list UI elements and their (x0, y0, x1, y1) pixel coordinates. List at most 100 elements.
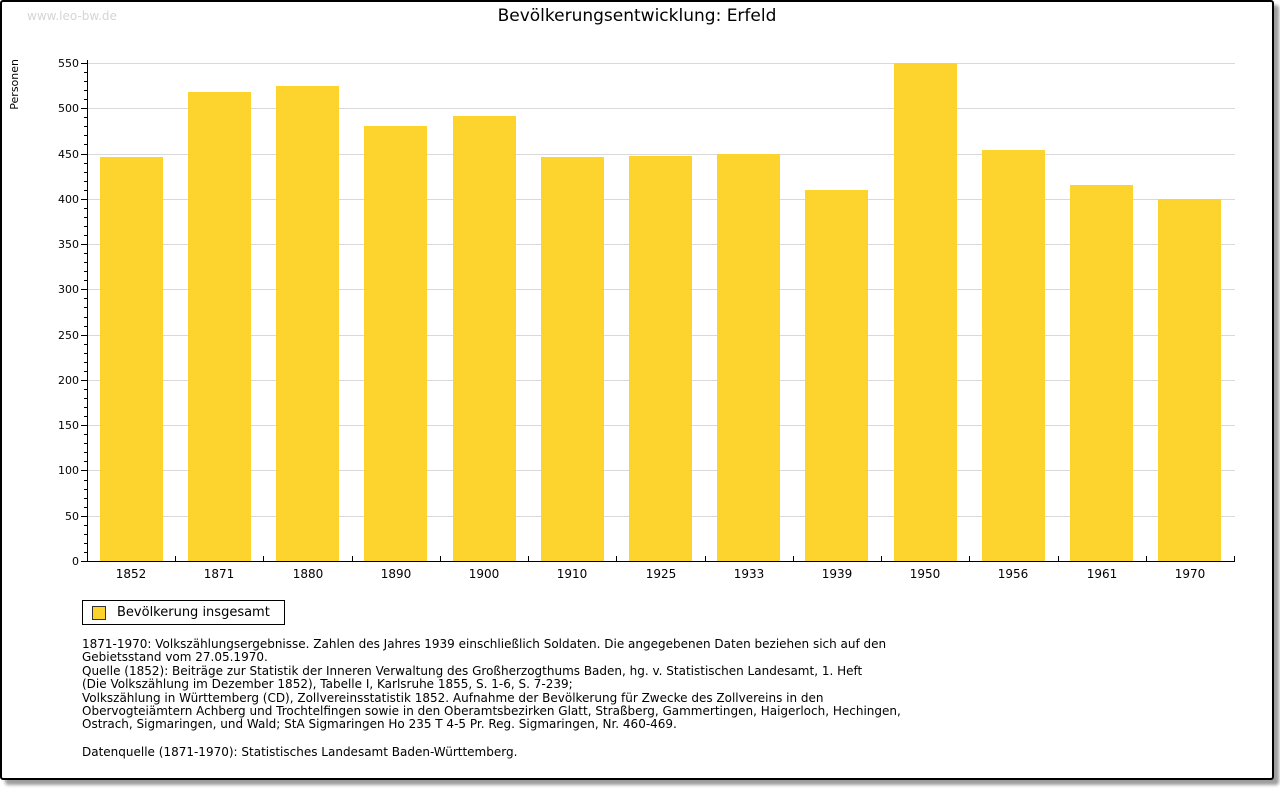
x-boundary-tick (1146, 556, 1147, 561)
bar-1900 (453, 116, 516, 561)
y-tick-label: 100 (58, 464, 79, 477)
footnote-line: Quelle (1852): Beiträge zur Statistik de… (82, 663, 863, 678)
y-tick-60 (84, 507, 87, 508)
page-title: Bevölkerungsentwicklung: Erfeld (497, 6, 777, 26)
bar-1925 (629, 156, 692, 561)
x-tick-label-1961: 1961 (1086, 567, 1118, 581)
x-boundary-tick (705, 556, 706, 561)
y-tick-400 (81, 199, 87, 200)
bar-1880 (276, 86, 339, 561)
y-tick-30 (84, 534, 87, 535)
x-tick-label-1956: 1956 (997, 567, 1029, 581)
footnotes: 1871-1970: Volkszählungsergebnisse. Zahl… (82, 637, 1212, 732)
y-tick-50 (81, 516, 87, 517)
bar-1890 (364, 126, 427, 561)
x-tick-label-1852: 1852 (115, 567, 147, 581)
y-tick-220 (84, 362, 87, 363)
y-tick-110 (84, 461, 87, 462)
y-tick-310 (84, 280, 87, 281)
y-tick-10 (84, 552, 87, 553)
footnote-line: (Die Volkszählung im Dezember 1852), Tab… (82, 677, 573, 692)
x-axis-line (87, 561, 1235, 562)
y-tick-label: 200 (58, 374, 79, 387)
y-tick-300 (81, 289, 87, 290)
y-tick-160 (84, 416, 87, 417)
x-boundary-tick (352, 556, 353, 561)
y-tick-520 (84, 90, 87, 91)
bar-1871 (188, 92, 251, 561)
x-boundary-tick (793, 556, 794, 561)
y-tick-label: 50 (65, 510, 79, 523)
y-tick-230 (84, 353, 87, 354)
y-tick-190 (84, 389, 87, 390)
y-tick-350 (81, 244, 87, 245)
y-tick-480 (84, 126, 87, 127)
x-boundary-tick (616, 556, 617, 561)
y-tick-label: 500 (58, 102, 79, 115)
x-boundary-tick (87, 556, 88, 561)
x-boundary-tick (528, 556, 529, 561)
y-tick-label: 350 (58, 238, 79, 251)
y-tick-280 (84, 307, 87, 308)
gridline-500 (88, 108, 1235, 109)
y-tick-120 (84, 452, 87, 453)
y-tick-20 (84, 543, 87, 544)
x-boundary-tick (1058, 556, 1059, 561)
x-tick-label-1910: 1910 (556, 567, 588, 581)
y-tick-390 (84, 208, 87, 209)
y-tick-80 (84, 489, 87, 490)
bar-1852 (100, 157, 163, 561)
y-tick-260 (84, 326, 87, 327)
y-tick-450 (81, 154, 87, 155)
y-tick-label: 400 (58, 193, 79, 206)
footnote-line: Volkszählung in Württemberg (CD), Zollve… (82, 690, 824, 705)
y-tick-270 (84, 317, 87, 318)
y-tick-460 (84, 144, 87, 145)
watermark: www.leo-bw.de (27, 9, 117, 23)
y-tick-label: 300 (58, 283, 79, 296)
y-tick-70 (84, 498, 87, 499)
y-tick-170 (84, 407, 87, 408)
datasource-line: Datenquelle (1871-1970): Statistisches L… (82, 745, 518, 759)
x-tick-label-1880: 1880 (292, 567, 324, 581)
y-tick-210 (84, 371, 87, 372)
x-boundary-tick (881, 556, 882, 561)
y-tick-490 (84, 117, 87, 118)
bar-1950 (894, 63, 957, 561)
gridline-450 (88, 154, 1235, 155)
y-tick-530 (84, 81, 87, 82)
footnote-line: Gebietsstand vom 27.05.1970. (82, 650, 268, 665)
y-tick-0 (81, 561, 87, 562)
y-tick-380 (84, 217, 87, 218)
x-tick-label-1933: 1933 (733, 567, 765, 581)
y-tick-550 (81, 63, 87, 64)
y-tick-label: 550 (58, 57, 79, 70)
y-tick-130 (84, 443, 87, 444)
bar-1939 (805, 190, 868, 561)
y-tick-label: 0 (72, 555, 79, 568)
y-tick-140 (84, 434, 87, 435)
legend-swatch-icon (92, 605, 106, 620)
y-tick-510 (84, 99, 87, 100)
y-tick-420 (84, 181, 87, 182)
x-tick-label-1925: 1925 (645, 567, 677, 581)
y-tick-240 (84, 344, 87, 345)
x-tick-label-1871: 1871 (203, 567, 235, 581)
y-tick-200 (81, 380, 87, 381)
x-tick-label-1900: 1900 (468, 567, 500, 581)
x-boundary-tick (440, 556, 441, 561)
y-tick-440 (84, 163, 87, 164)
bar-chart: 0 50 100 150 200 250 300 350 400 450 500 550 1852 187… (2, 2, 1272, 778)
y-axis-line (87, 60, 88, 562)
x-tick-label-1890: 1890 (380, 567, 412, 581)
footnote-line: Obervogteiämtern Achberg und Trochtelfin… (82, 704, 901, 719)
bar-1970 (1158, 199, 1221, 561)
x-tick-label-1939: 1939 (821, 567, 853, 581)
x-tick-label-1950: 1950 (909, 567, 941, 581)
x-boundary-tick (969, 556, 970, 561)
y-tick-340 (84, 253, 87, 254)
y-tick-label: 150 (58, 419, 79, 432)
x-tick-label-1970: 1970 (1174, 567, 1206, 581)
y-tick-470 (84, 135, 87, 136)
y-tick-500 (81, 108, 87, 109)
